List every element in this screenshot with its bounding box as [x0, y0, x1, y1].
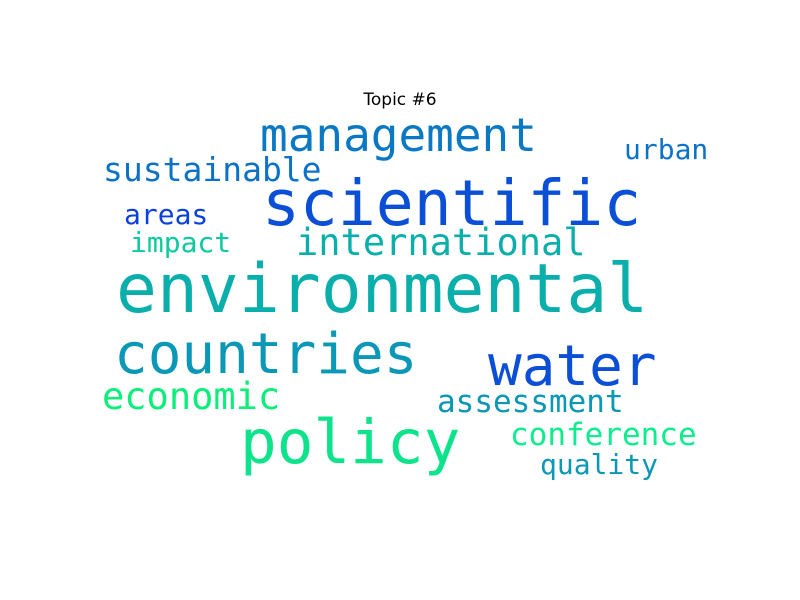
cloud-word-economic: economic	[102, 375, 280, 418]
cloud-word-management: management	[260, 108, 537, 162]
cloud-word-assessment: assessment	[437, 384, 624, 420]
cloud-word-international: international	[296, 221, 586, 264]
cloud-word-impact: impact	[130, 226, 231, 259]
cloud-word-scientific: scientific	[262, 167, 641, 240]
cloud-word-water: water	[488, 334, 657, 399]
chart-title: Topic #6	[363, 90, 437, 110]
cloud-word-environmental: environmental	[116, 250, 648, 329]
cloud-word-sustainable: sustainable	[103, 150, 322, 189]
cloud-word-areas: areas	[124, 198, 208, 231]
cloud-word-countries: countries	[114, 322, 417, 387]
cloud-word-conference: conference	[510, 417, 697, 453]
cloud-word-quality: quality	[540, 448, 658, 481]
cloud-word-urban: urban	[624, 133, 708, 166]
cloud-word-policy: policy	[240, 407, 460, 478]
